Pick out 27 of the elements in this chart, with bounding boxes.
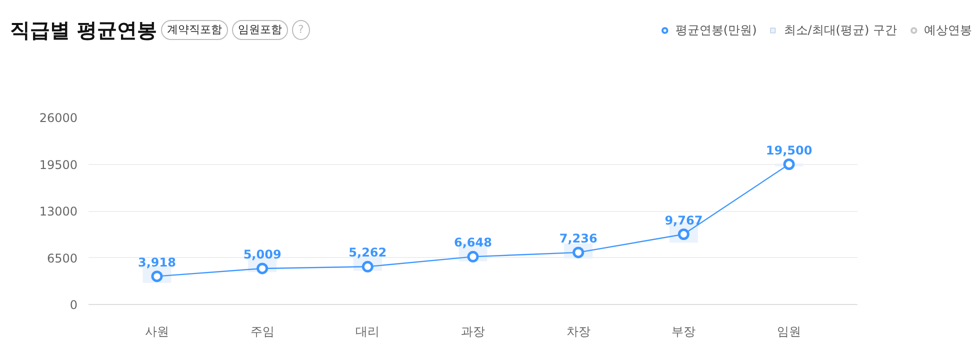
- legend-label: 평균연봉(만원): [675, 22, 757, 38]
- point: [783, 158, 795, 170]
- x-tick-label: 과장: [461, 324, 485, 338]
- data-label: 5,009: [243, 247, 282, 262]
- legend-label: 예상연봉: [924, 22, 972, 38]
- data-label: 19,500: [766, 143, 812, 158]
- data-label: 9,767: [664, 213, 703, 228]
- data-label: 6,648: [454, 236, 492, 250]
- chart-title: 직급별 평균연봉: [10, 18, 157, 42]
- text: 임원포함: [232, 20, 288, 40]
- data-label: 5,262: [348, 246, 387, 260]
- x-tick-label: 임원: [777, 324, 802, 338]
- text: 계약직포함: [160, 20, 228, 40]
- y-tick-label: 6500: [46, 251, 78, 266]
- x-tick-label: 사원: [144, 324, 169, 338]
- text: ?: [292, 20, 310, 40]
- y-tick-label: 0: [70, 298, 78, 312]
- x-tick-label: 부장: [672, 324, 696, 338]
- y-tick-label: 26000: [39, 111, 78, 125]
- x-tick-label: 차장: [566, 324, 590, 338]
- y-tick-label: 13000: [39, 204, 78, 218]
- x-tick-label: 주임: [250, 324, 274, 338]
- y-tick-label: 19500: [39, 158, 78, 172]
- legend-label: 최소/최대(평균) 구간: [784, 22, 897, 38]
- data-label: 3,918: [138, 255, 176, 270]
- data-label: 7,236: [559, 231, 598, 246]
- x-tick-label: 대리: [356, 324, 380, 338]
